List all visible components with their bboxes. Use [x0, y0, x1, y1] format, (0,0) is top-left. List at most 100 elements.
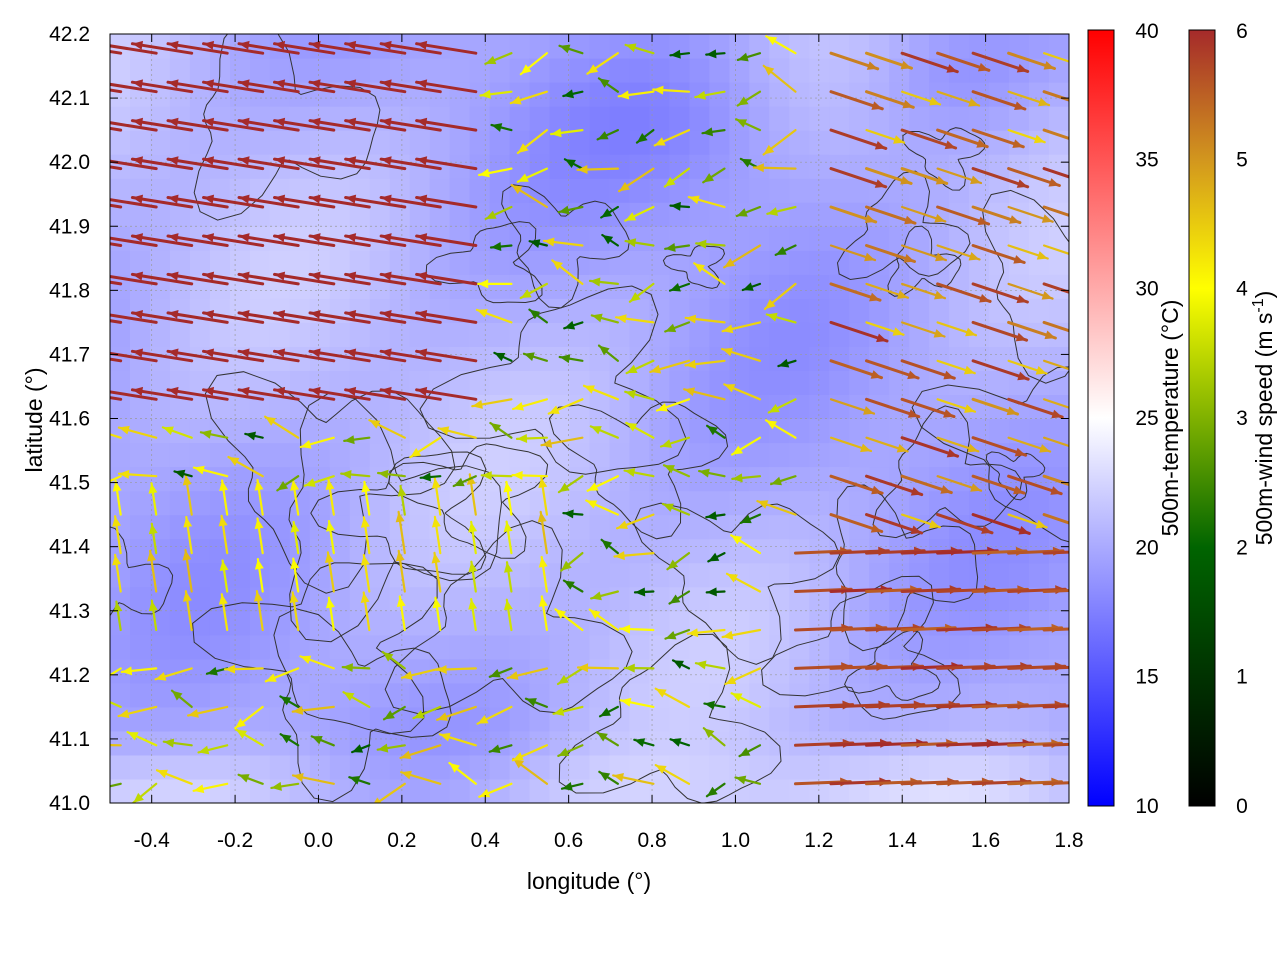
wind-arrow	[971, 244, 1026, 264]
wind-arrow	[669, 738, 691, 747]
temperature-cell	[669, 298, 690, 323]
x-tick-label: -0.2	[217, 829, 253, 852]
temperature-cell	[110, 779, 131, 803]
wind-arrow	[264, 667, 300, 683]
temperature-cell	[469, 322, 491, 347]
temperature-cell	[469, 250, 491, 275]
temperature-cell	[169, 562, 191, 588]
temperature-cell	[749, 250, 770, 275]
temperature-cell	[130, 562, 151, 588]
wind-arrow	[971, 397, 1019, 416]
temperature-cell	[649, 106, 670, 131]
temperature-cell	[929, 298, 950, 323]
temperature-cell	[549, 538, 571, 564]
wind-arrow	[415, 194, 478, 209]
wind-arrow	[166, 310, 229, 324]
wind-arrow	[344, 233, 407, 247]
temperature-cell	[569, 442, 591, 468]
wind-arrow	[110, 203, 123, 209]
temperature-cell	[269, 706, 291, 732]
temperature-cell	[489, 58, 511, 83]
contour-line	[288, 392, 503, 643]
wind-arrow	[273, 348, 336, 363]
wind-arrow	[475, 308, 513, 324]
temperature-cell	[589, 82, 611, 107]
temperature-cell	[389, 610, 411, 636]
wind-arrow	[537, 510, 549, 555]
temperature-cell	[409, 634, 431, 660]
temperature-cell	[689, 538, 710, 564]
temperature-cell	[869, 58, 890, 83]
temperature-cell	[949, 562, 970, 588]
wind-arrow	[971, 320, 1029, 342]
temperature-cell	[849, 106, 870, 131]
temperature-cell	[509, 730, 531, 756]
y-tick-label: 42.2	[49, 23, 90, 46]
temperature-cell	[1049, 490, 1069, 516]
temperature-cell	[929, 706, 950, 732]
temperature-cell	[110, 322, 131, 347]
wind-arrow	[1042, 513, 1069, 525]
temperature-cell	[689, 610, 710, 636]
wind-arrow	[395, 549, 406, 593]
temperature-cell	[209, 586, 231, 612]
wind-arrow	[117, 705, 158, 719]
temperature-cell	[949, 779, 970, 803]
temperature-cell	[909, 178, 930, 203]
temperature-cell	[409, 322, 431, 347]
temperature-cell	[469, 754, 491, 780]
temperature-cell	[989, 298, 1010, 323]
temperature-cell	[1049, 682, 1069, 708]
wind-arrow	[865, 436, 909, 453]
temperature-cell	[929, 682, 950, 708]
wind-arrow	[379, 40, 442, 55]
temperature-cell	[289, 730, 311, 756]
wind-arrow	[668, 282, 691, 292]
temperature-cell	[989, 610, 1010, 636]
wind-arrow	[166, 386, 229, 401]
temperature-cell	[389, 490, 411, 516]
wind-arrow	[344, 271, 407, 286]
wind-arrow	[360, 591, 371, 632]
temperature-cell	[929, 634, 950, 660]
temperature-cell	[749, 442, 770, 468]
temperature-cell	[449, 754, 471, 780]
wind-arrow	[130, 156, 194, 171]
temperature-cell	[609, 562, 631, 588]
temperature-field	[110, 34, 1069, 803]
temperature-cell	[469, 418, 491, 444]
temperature-cell	[489, 466, 511, 492]
contour-line	[662, 245, 726, 289]
temperature-cell	[189, 610, 211, 636]
temperature-cell	[189, 130, 211, 155]
wind-arrow	[344, 79, 407, 94]
temperature-cell	[989, 346, 1010, 371]
temperature-cell	[409, 226, 431, 251]
temperature-cell	[909, 610, 930, 636]
wind-arrow	[219, 559, 229, 593]
temperature-cell	[629, 322, 651, 347]
temperature-cell	[749, 586, 770, 612]
wind-arrow	[697, 468, 726, 478]
wind-arrow	[1042, 550, 1069, 555]
temperature-cell	[489, 754, 511, 780]
temperature-cell	[749, 466, 770, 492]
wind-arrow	[595, 731, 620, 747]
temperature-cell	[989, 34, 1010, 59]
wind-arrow	[538, 555, 549, 593]
temperature-cell	[649, 514, 670, 540]
temperature-cell	[629, 250, 651, 275]
temperature-cell	[889, 658, 910, 684]
wind-arrow	[478, 167, 513, 178]
temperature-cell	[229, 418, 251, 444]
temperature-cell	[309, 322, 331, 347]
temperature-cell	[789, 346, 810, 371]
temperature-cell	[549, 106, 571, 131]
temperature-cell	[609, 754, 631, 780]
temperature-cell	[369, 322, 391, 347]
wind-arrow	[900, 474, 953, 495]
temperature-cell	[189, 466, 211, 492]
temperature-cell	[649, 250, 670, 275]
wind-arrow	[829, 282, 882, 302]
temperature-cell	[929, 154, 950, 179]
